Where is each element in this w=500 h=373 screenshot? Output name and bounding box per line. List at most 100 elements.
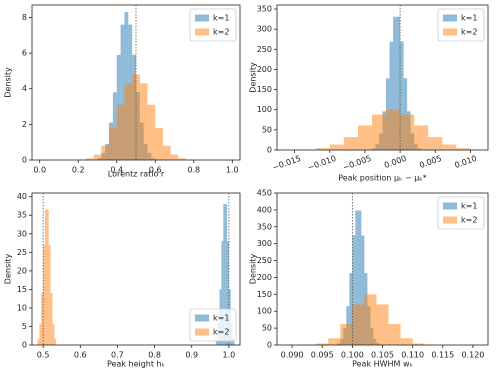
- histogram-bar: [393, 16, 397, 150]
- legend-label: k=2: [213, 28, 229, 37]
- histogram-bar: [400, 114, 415, 150]
- x-axis-label: Peak height hₖ: [107, 360, 165, 369]
- y-tick-label: 5: [22, 322, 27, 331]
- histogram-bar: [355, 210, 359, 345]
- histogram-bar: [412, 343, 425, 345]
- y-tick-label: 25: [17, 248, 27, 257]
- histogram-bar: [343, 137, 358, 150]
- y-tick-label: 40: [17, 192, 27, 201]
- x-tick-label: 0.010: [453, 154, 478, 170]
- x-tick-label: 0.005: [418, 154, 443, 170]
- subplot: 0.090 0.095 0.100 0.105 0.110 0.115 0.120 0 50 10…: [249, 189, 489, 369]
- histogram-bar: [316, 343, 329, 345]
- y-tick-label: 0: [22, 156, 27, 165]
- x-tick-label: 0.110: [401, 351, 424, 360]
- y-tick-label: 0: [267, 146, 272, 155]
- axes-frame: [31, 192, 241, 346]
- subplot: 0.5 0.6 0.7 0.8 0.9 1.0 0 5 10 15 20 25 30 35 40 Peak h…: [4, 192, 241, 369]
- y-tick-label: 50: [262, 125, 272, 134]
- x-tick-label: 0.8: [148, 351, 161, 360]
- x-tick-label: 0.6: [149, 166, 162, 175]
- histogram-bar: [352, 235, 356, 345]
- y-tick-label: 20: [17, 266, 27, 275]
- x-tick-label: −0.005: [342, 154, 373, 173]
- x-tick-label: 0.8: [187, 166, 200, 175]
- y-tick-label: 35: [17, 211, 27, 220]
- x-tick-label: 0.6: [74, 351, 87, 360]
- histogram-bar: [155, 127, 163, 160]
- x-tick-label: 0.000: [383, 154, 408, 170]
- histogram-bar: [403, 78, 408, 150]
- x-tick-label: 0.120: [461, 351, 484, 360]
- y-tick-label: 300: [257, 239, 272, 248]
- axes-frame: [276, 4, 489, 151]
- legend-swatch: [443, 216, 457, 224]
- legend: k=1 k=2: [189, 308, 237, 342]
- legend-swatch: [195, 328, 209, 336]
- legend-swatch: [443, 202, 457, 210]
- y-tick-label: 250: [257, 45, 272, 54]
- legend-label: k=2: [461, 216, 477, 225]
- histogram-bar: [329, 144, 344, 150]
- x-tick-label: 0.0: [33, 166, 46, 175]
- histogram-bar: [45, 209, 47, 345]
- x-tick-label: 0.090: [281, 351, 304, 360]
- legend-label: k=2: [213, 328, 229, 337]
- histogram-bar: [428, 137, 443, 150]
- histogram-bar: [109, 127, 117, 160]
- legend-swatch: [443, 28, 457, 36]
- histogram-bar: [376, 304, 389, 345]
- x-tick-label: 0.2: [72, 166, 85, 175]
- x-tick-label: 1.0: [222, 351, 235, 360]
- y-tick-label: 100: [257, 105, 272, 114]
- y-axis-label: Density: [4, 254, 13, 285]
- histogram-bar: [388, 324, 401, 345]
- legend-label: k=2: [461, 28, 477, 37]
- y-tick-label: 150: [257, 290, 272, 299]
- histogram-bar: [371, 114, 387, 150]
- y-tick-label: 450: [257, 189, 272, 198]
- histogram-bar: [85, 158, 94, 160]
- x-tick-label: 0.9: [185, 351, 198, 360]
- y-tick-label: 300: [257, 25, 272, 34]
- histogram-bar: [414, 125, 429, 150]
- histogram-bar: [400, 338, 413, 345]
- histogram-bar: [396, 16, 401, 150]
- histogram-bar: [43, 244, 45, 345]
- histogram-bar: [120, 24, 125, 160]
- x-tick-label: 0.095: [311, 351, 334, 360]
- legend: k=1 k=2: [189, 8, 237, 42]
- y-tick-label: 4: [22, 84, 27, 93]
- y-tick-label: 200: [257, 273, 272, 282]
- histogram-bar: [357, 125, 372, 150]
- x-tick-label: 0.105: [371, 351, 394, 360]
- histogram-bar: [315, 148, 330, 150]
- histogram-bar: [116, 104, 125, 160]
- legend-swatch: [195, 314, 209, 322]
- x-tick-label: 0.115: [431, 351, 454, 360]
- x-tick-label: −0.015: [271, 154, 302, 173]
- subplot: 0.0 0.2 0.4 0.6 0.8 1.0 0 2 4 6 8 Lorentz ratio r De…: [4, 4, 241, 179]
- histogram-bar: [215, 338, 218, 345]
- y-tick-label: 30: [17, 229, 27, 238]
- y-tick-label: 6: [22, 49, 27, 58]
- histogram-bar: [221, 241, 224, 345]
- y-tick-label: 350: [257, 5, 272, 14]
- legend-label: k=1: [213, 14, 229, 23]
- histogram-bar: [364, 294, 377, 345]
- legend-label: k=1: [461, 202, 477, 211]
- histogram-bar: [52, 323, 55, 345]
- y-tick-label: 100: [257, 307, 272, 316]
- histogram-bar: [39, 323, 42, 345]
- histogram-bar: [456, 148, 471, 150]
- legend-label: k=1: [213, 314, 229, 323]
- histogram-bar: [442, 144, 457, 150]
- legend-swatch: [195, 14, 209, 22]
- histogram-bar: [48, 244, 51, 345]
- histogram-bar: [358, 210, 362, 345]
- y-tick-label: 15: [17, 285, 27, 294]
- histogram-bar: [101, 145, 110, 160]
- legend-swatch: [443, 14, 457, 22]
- x-tick-label: 0.100: [341, 351, 364, 360]
